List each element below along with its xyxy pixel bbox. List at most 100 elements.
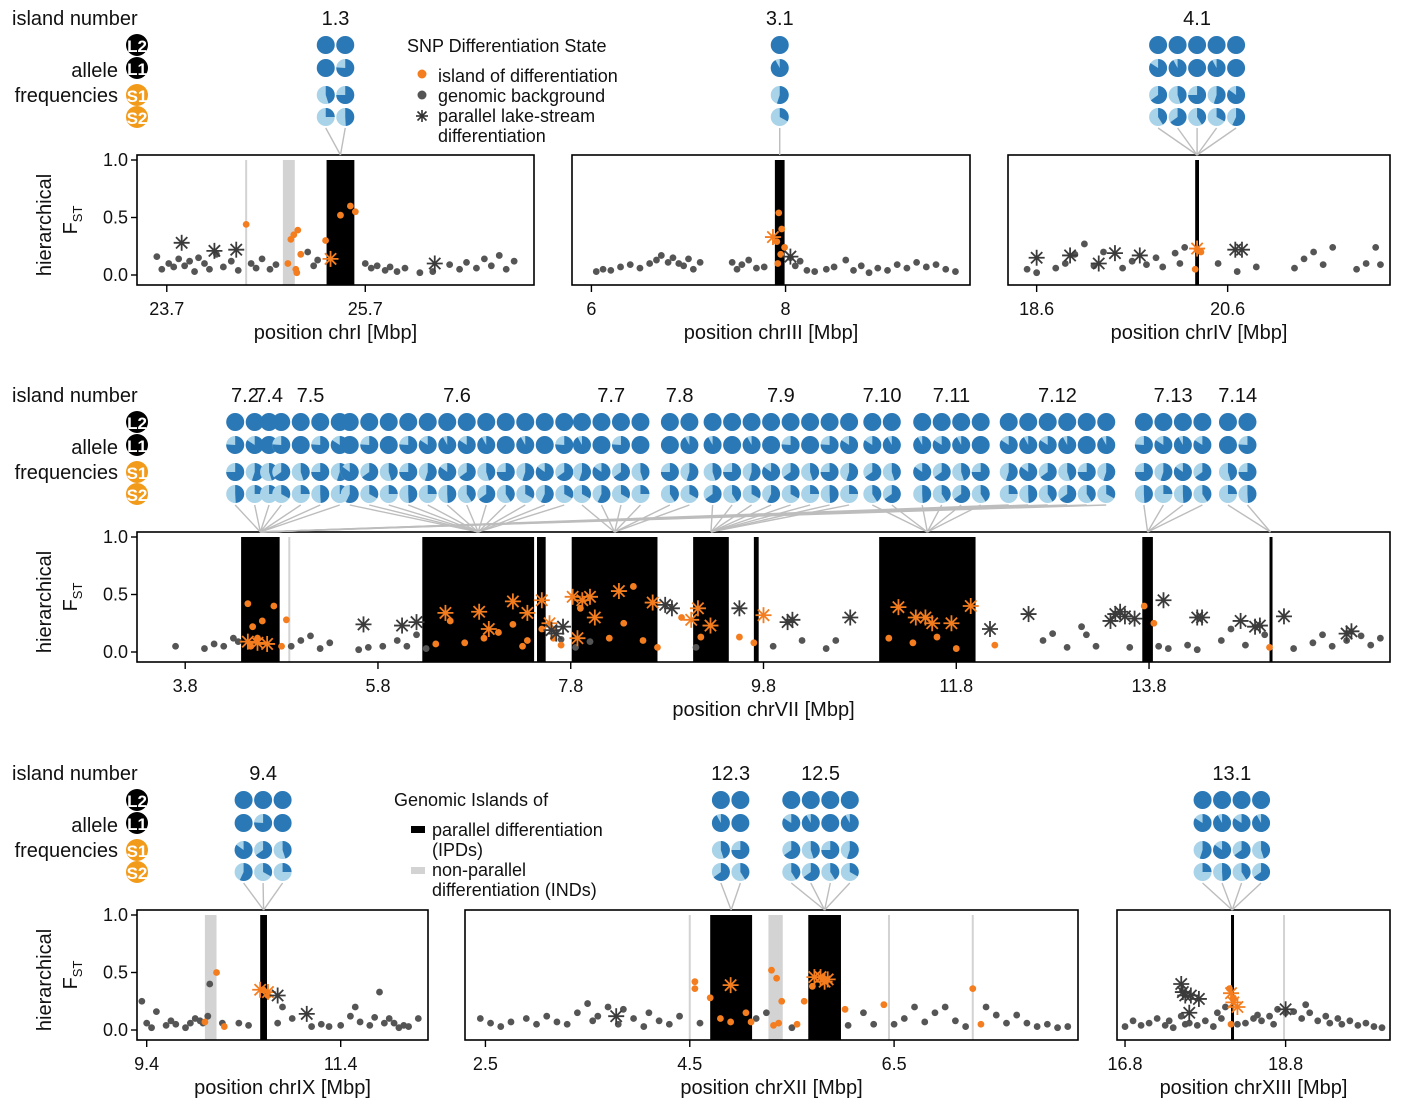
star-ray <box>482 622 496 636</box>
allele-pie <box>801 791 820 809</box>
plot-frame <box>571 154 971 286</box>
allele-pie-slice <box>849 485 859 494</box>
background-point <box>1176 260 1184 267</box>
allele-pie <box>742 413 761 431</box>
allele-pie <box>1193 413 1212 431</box>
star-ray <box>665 602 679 615</box>
pop-badge-L2: L2 <box>126 411 148 433</box>
island-point <box>346 202 354 210</box>
allele-pie <box>399 413 418 431</box>
background-point <box>1319 631 1326 639</box>
allele-pie-slice <box>477 436 496 455</box>
plot-area <box>1023 160 1384 285</box>
ipd-bar <box>753 537 759 662</box>
connector-line <box>1147 504 1184 533</box>
background-point <box>186 257 194 265</box>
island-pies <box>226 413 264 503</box>
background-point <box>1061 260 1069 267</box>
allele-pie-slice <box>884 485 901 504</box>
star-point <box>1106 245 1123 262</box>
background-point <box>1159 263 1167 271</box>
allele-pie-slice <box>340 463 359 481</box>
allele-pie <box>840 413 859 431</box>
star-ray <box>781 615 794 629</box>
star-point <box>519 604 536 621</box>
allele-pie-slice <box>369 485 379 499</box>
background-point <box>234 638 242 646</box>
star-ray <box>543 616 556 630</box>
allele-pie-slice <box>1143 485 1153 503</box>
background-point <box>1100 248 1107 256</box>
svg-text:S1: S1 <box>127 464 148 483</box>
background-point <box>1233 268 1241 275</box>
allele-pie-slice <box>732 485 742 502</box>
x-tick-label: 8 <box>781 299 791 319</box>
allele-pie-slice <box>273 463 291 481</box>
star-ray <box>757 608 770 622</box>
allele-pie-slice <box>427 485 437 494</box>
allele-pie-slice <box>1008 485 1018 494</box>
legend-ipd-label: parallel differentiation <box>432 820 603 840</box>
allele-pie-slice <box>801 814 820 832</box>
allele-pie-slice <box>336 86 355 104</box>
star-ray <box>1345 625 1358 638</box>
allele-pie <box>1019 413 1038 431</box>
background-point <box>310 262 318 270</box>
star-ray <box>583 590 597 604</box>
allele-pie-slice <box>311 436 330 454</box>
star-ray <box>964 599 978 613</box>
star-point <box>722 977 739 994</box>
legend-ipd-swatch <box>411 826 425 833</box>
star-ray <box>843 611 857 624</box>
allele-pie-slice <box>345 485 359 503</box>
allele-pie-slice <box>1097 436 1116 455</box>
connector-line <box>1157 127 1198 156</box>
background-point <box>676 1012 683 1020</box>
allele-pie-slice <box>620 485 630 499</box>
background-point <box>1221 1003 1229 1011</box>
allele-pie-slice <box>840 814 859 832</box>
background-point <box>921 1018 929 1026</box>
connector-line <box>710 504 752 533</box>
allele-pie-slice <box>776 86 789 105</box>
allele-pie <box>703 413 722 431</box>
background-point <box>1145 1019 1153 1027</box>
allele-pie-slice <box>790 485 800 499</box>
frequencies-label: frequencies <box>15 462 118 484</box>
allele-pie-slice <box>779 108 789 122</box>
background-point <box>1252 263 1260 271</box>
background-point <box>1217 637 1225 644</box>
star-point <box>779 614 796 631</box>
background-point <box>822 265 830 273</box>
island-number: 7.10 <box>863 385 902 407</box>
allele-pie-slice <box>1199 841 1212 859</box>
allele-pie-slice <box>388 463 398 481</box>
background-point <box>1161 1022 1169 1029</box>
allele-pie-slice <box>1177 86 1187 104</box>
island-pies <box>711 791 750 881</box>
allele-pie-slice <box>784 841 801 859</box>
allele-pie-slice <box>1193 436 1212 454</box>
background-point <box>1362 260 1370 267</box>
allele-pie-slice <box>272 436 291 454</box>
allele-pie <box>1218 436 1237 454</box>
background-point <box>865 269 873 277</box>
allele-pie <box>1227 36 1246 54</box>
island-pies <box>913 413 990 504</box>
island-number: 4.1 <box>1183 8 1211 30</box>
y-axis-fst-subscript: ST <box>70 583 85 600</box>
island-point <box>750 639 758 647</box>
island-pies <box>999 413 1116 503</box>
allele-pie <box>496 436 515 454</box>
background-point <box>640 1023 648 1030</box>
island-point <box>220 1023 228 1030</box>
allele-pie <box>770 36 789 54</box>
connector-line <box>823 882 831 911</box>
background-point <box>842 256 850 264</box>
background-point <box>1063 644 1071 651</box>
allele-pie-slice <box>564 485 574 499</box>
allele-pie-slice <box>686 463 699 482</box>
allele-pie <box>291 436 310 454</box>
island-point <box>778 225 786 233</box>
allele-pie <box>723 436 742 454</box>
